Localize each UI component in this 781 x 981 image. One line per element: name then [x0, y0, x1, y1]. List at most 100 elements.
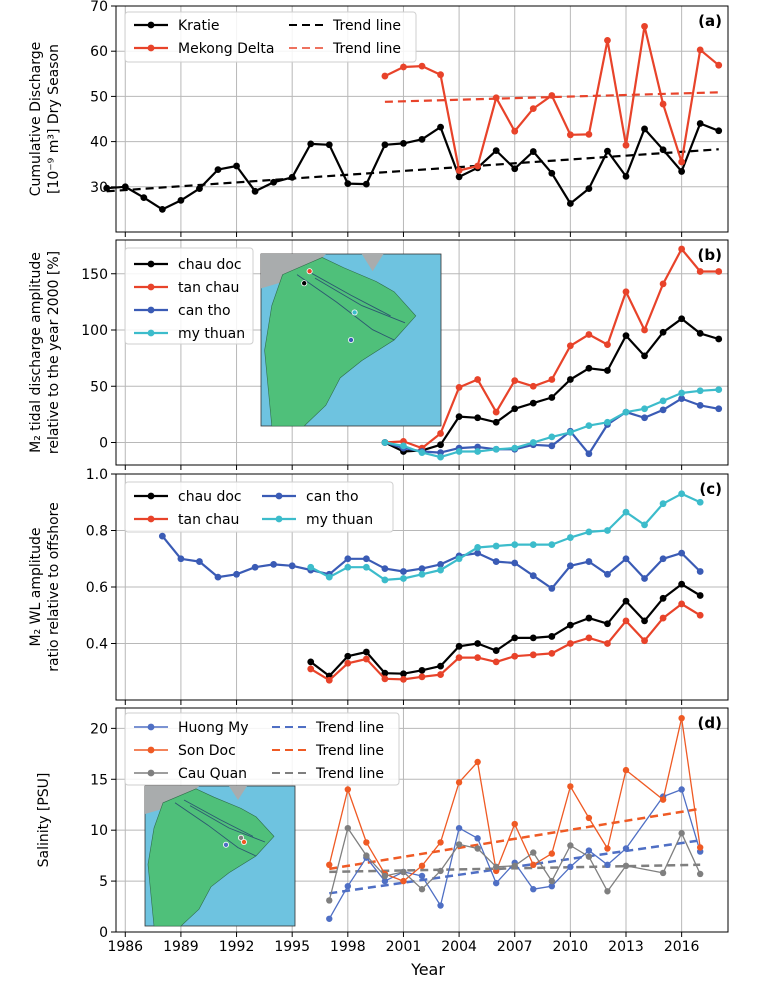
data-point [344, 555, 352, 563]
legend-marker [147, 306, 155, 314]
series-line [310, 602, 701, 682]
data-point [455, 654, 463, 662]
data-point [325, 141, 333, 149]
legend-box [124, 11, 417, 63]
panel-d: 0 5 10 15 20 Salinity [PSU] (d) Huong My Son Doc… [36, 707, 729, 941]
data-point [696, 870, 704, 878]
data-point [659, 555, 667, 563]
series-line [161, 535, 701, 590]
y-tick-label: 20 [90, 721, 108, 737]
legend-marker [275, 492, 283, 500]
data-point [696, 592, 704, 599]
data-point [585, 558, 593, 565]
data-point [585, 814, 593, 822]
data-point [418, 62, 426, 70]
legend-label: Trend line [315, 743, 384, 759]
legend-marker [147, 260, 155, 268]
data-point [437, 671, 444, 678]
plot-frame [115, 5, 729, 233]
data-point [418, 862, 426, 870]
data-point [696, 387, 704, 395]
data-point [437, 839, 444, 846]
legend-label: my thuan [178, 326, 245, 342]
inset-map-river [189, 805, 266, 843]
data-point [437, 867, 444, 875]
y-tick-label: 30 [90, 180, 108, 196]
legend-label: Son Doc [178, 743, 236, 759]
y-tick-label: 150 [81, 267, 108, 283]
data-point [455, 841, 463, 848]
data-point [604, 620, 611, 628]
data-point [455, 173, 463, 181]
inset-map-river [296, 274, 395, 341]
data-point [307, 140, 315, 148]
legend-marker [147, 723, 155, 731]
data-point [715, 386, 723, 394]
data-point [344, 563, 352, 571]
data-point [344, 882, 352, 890]
inset-map-station [237, 834, 244, 841]
inset-map-station [347, 336, 354, 343]
data-point [659, 406, 667, 414]
data-point [177, 555, 185, 563]
data-point [455, 642, 463, 650]
panel-label: (c) [699, 480, 722, 498]
data-point [585, 847, 593, 854]
data-point [362, 648, 370, 656]
plot-frame [115, 473, 729, 701]
legend-box [124, 481, 394, 533]
data-point [622, 508, 630, 516]
data-point [659, 500, 667, 508]
data-point [326, 861, 333, 868]
data-point [678, 549, 686, 557]
series-line [310, 583, 701, 678]
data-point [214, 166, 222, 174]
inset-map-delta [147, 788, 275, 927]
y-tick-label: 10 [90, 823, 108, 839]
data-point [474, 414, 482, 422]
data-point [678, 168, 686, 175]
data-point [492, 558, 500, 565]
data-point [567, 783, 574, 790]
y-tick-label: 0.8 [86, 524, 108, 540]
legend-label: Huong My [178, 720, 249, 736]
data-point [678, 830, 685, 837]
inset-map-river [183, 799, 254, 837]
trend-line [384, 91, 719, 103]
legend-marker [147, 44, 155, 52]
legend-marker [147, 746, 155, 754]
inset-map-inland [361, 254, 384, 272]
y-tick-label: 15 [90, 772, 108, 788]
data-point [437, 566, 444, 574]
y-tick-label: 40 [90, 135, 108, 151]
data-point [585, 185, 593, 193]
data-point [492, 94, 500, 102]
series-line [106, 122, 720, 211]
data-point [566, 562, 574, 570]
data-point [418, 570, 426, 578]
data-point [381, 675, 389, 683]
inset-map-river [314, 277, 406, 324]
data-point [659, 796, 667, 803]
data-point [548, 882, 556, 890]
x-tick-label: 1986 [107, 939, 143, 955]
data-point [455, 448, 463, 455]
data-point [659, 146, 667, 154]
data-point [492, 863, 500, 871]
data-point [270, 561, 278, 568]
data-point [492, 658, 500, 666]
data-point [511, 634, 519, 642]
data-point [362, 555, 370, 563]
data-point [529, 399, 537, 407]
data-point [307, 658, 315, 666]
data-point [604, 147, 611, 155]
legend-label: Trend line [315, 766, 384, 782]
data-point [696, 46, 704, 54]
data-point [251, 563, 259, 571]
legend: Huong My Son Doc Cau Quan Trend line Trend l… [124, 712, 400, 786]
data-point [622, 597, 630, 605]
data-point [307, 665, 315, 673]
panel-a: 30 40 50 60 70 Cumulative Discharge [10⁻⁹ m³] … [28, 0, 729, 237]
data-point [548, 877, 556, 885]
